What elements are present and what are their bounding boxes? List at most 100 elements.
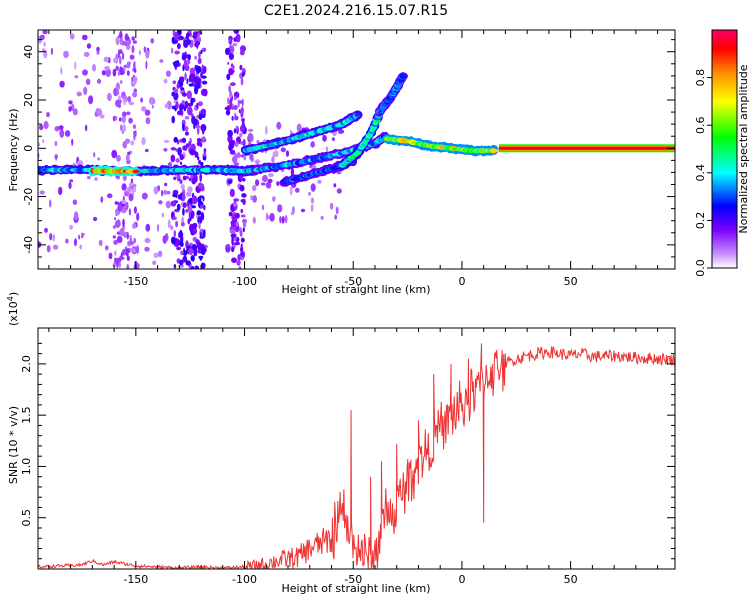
noise-speckle: [234, 115, 239, 121]
noise-speckle: [141, 106, 147, 112]
noise-speckle: [269, 212, 275, 222]
noise-speckle: [52, 233, 55, 242]
spectrogram-x-ticks: -150 -100 -50 0 50: [48, 30, 659, 288]
noise-speckle: [167, 162, 173, 167]
noise-speckle: [225, 109, 231, 116]
noise-speckle: [190, 255, 195, 262]
noise-speckle: [184, 255, 187, 261]
noise-speckle: [161, 189, 164, 197]
noise-speckle: [329, 202, 334, 210]
noise-speckle: [289, 129, 293, 134]
noise-speckle: [140, 97, 144, 103]
noise-speckle: [242, 118, 245, 125]
noise-speckle: [334, 214, 338, 220]
noise-speckle: [195, 65, 202, 74]
spectrogram-y-label: Frequency (Hz): [7, 109, 20, 192]
noise-speckle: [119, 55, 122, 65]
colorbar-ticks: 0.0 0.2 0.4 0.6 0.8: [694, 69, 712, 277]
noise-speckle: [42, 48, 46, 52]
noise-speckle: [73, 238, 78, 247]
noise-speckle: [233, 202, 237, 207]
noise-speckle: [231, 103, 234, 107]
noise-speckle: [115, 99, 121, 108]
noise-speckle: [233, 128, 237, 134]
y-tick-label: 1.5: [20, 406, 33, 424]
noise-speckle: [94, 177, 98, 181]
spectral-ridge: [38, 164, 260, 177]
noise-speckle: [179, 259, 184, 266]
x-tick-label: -50: [344, 573, 362, 586]
ridge-blob: [355, 112, 361, 117]
noise-speckle: [121, 116, 126, 124]
spectral-ridge: [240, 110, 363, 156]
noise-speckle: [232, 155, 238, 164]
noise-speckle: [237, 254, 241, 262]
noise-speckle: [231, 257, 237, 264]
noise-speckle: [336, 188, 342, 194]
noise-speckle: [179, 154, 184, 161]
noise-speckle: [133, 185, 137, 193]
noise-speckle: [177, 43, 181, 50]
noise-speckle: [335, 206, 339, 215]
noise-speckle: [197, 57, 202, 65]
noise-speckle: [187, 106, 193, 116]
noise-speckle: [128, 208, 131, 216]
noise-speckle: [145, 117, 151, 125]
noise-speckle: [177, 110, 183, 116]
noise-speckle: [242, 138, 246, 148]
noise-speckle: [175, 158, 180, 163]
noise-speckle: [189, 67, 196, 76]
noise-speckle: [310, 204, 314, 212]
noise-speckle: [87, 175, 91, 180]
noise-speckle: [69, 224, 73, 230]
noise-speckle: [69, 179, 74, 183]
noise-speckle: [265, 181, 272, 189]
noise-speckle: [234, 212, 240, 219]
noise-speckle: [131, 45, 135, 54]
noise-speckle: [239, 184, 245, 192]
noise-speckle: [130, 140, 135, 146]
noise-speckle: [69, 33, 75, 40]
noise-speckle: [180, 250, 184, 256]
noise-speckle: [228, 52, 234, 61]
noise-speckle: [239, 132, 243, 138]
noise-speckle: [126, 70, 130, 76]
noise-speckle: [43, 121, 49, 130]
noise-speckle: [225, 47, 231, 56]
noise-speckle: [112, 235, 116, 239]
noise-speckle: [173, 176, 177, 181]
noise-speckle: [120, 124, 123, 131]
noise-speckle: [119, 256, 125, 260]
noise-speckle: [200, 246, 206, 256]
noise-speckle: [42, 139, 45, 143]
noise-speckle: [119, 80, 123, 84]
noise-speckle: [44, 227, 48, 233]
noise-speckle: [108, 252, 113, 260]
noise-speckle: [128, 240, 134, 246]
noise-speckle: [175, 220, 179, 228]
noise-speckle: [134, 130, 137, 137]
x-tick-label: -150: [123, 573, 148, 586]
noise-speckle: [239, 49, 245, 56]
y-tick-label: 40: [22, 45, 35, 59]
noise-speckle: [132, 223, 137, 229]
noise-speckle: [289, 186, 293, 196]
noise-speckle: [184, 116, 190, 120]
noise-speckle: [238, 109, 242, 114]
snr-x-label: Height of straight line (km): [281, 582, 430, 595]
noise-speckle: [310, 197, 314, 204]
noise-speckle: [145, 49, 150, 59]
colorbar-tick-label: 0.6: [694, 116, 707, 134]
noise-speckle: [49, 233, 53, 241]
noise-speckle: [174, 50, 180, 55]
noise-speckle: [322, 134, 327, 142]
noise-speckle: [228, 211, 233, 217]
noise-speckle: [196, 138, 202, 142]
noise-speckle: [39, 124, 44, 131]
noise-speckle: [174, 238, 180, 247]
x-tick-label: -50: [344, 275, 362, 288]
snr-y-scale: (x104): [6, 292, 20, 326]
noise-speckle: [170, 225, 174, 231]
noise-speckle: [157, 250, 163, 258]
noise-speckle: [191, 177, 197, 185]
